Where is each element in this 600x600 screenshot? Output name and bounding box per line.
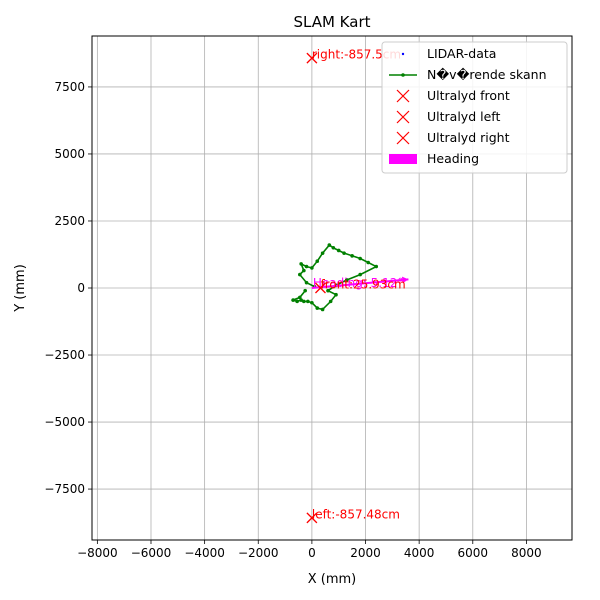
scan-point	[331, 245, 336, 250]
ultrasonic-marker	[306, 52, 318, 64]
scan-point	[320, 251, 325, 255]
heading-arrow	[311, 278, 409, 289]
scan-point	[310, 300, 314, 305]
scan-point	[299, 262, 303, 266]
legend: LIDAR-data N�v�rende skann Ultralyd front U…	[381, 41, 568, 174]
ultrasonic-marker	[306, 512, 318, 524]
x-tick-label: 0	[308, 546, 316, 560]
chart-title: SLAM Kart	[293, 13, 370, 31]
scan-point	[342, 251, 346, 255]
ultrasonic-label: left:-857.48cm	[312, 507, 400, 521]
x-tick-label: −2000	[238, 546, 279, 560]
scan-point	[350, 254, 354, 258]
scan-point	[298, 295, 302, 300]
legend-scan-marker	[401, 73, 405, 77]
legend-x-marker	[396, 110, 410, 124]
plot-area: Heading: 5.12°front:25.93cm left:-857.48c…	[290, 48, 409, 524]
legend-frame	[381, 41, 568, 174]
y-tick-label: −5000	[44, 415, 85, 429]
legend-label: Heading	[427, 151, 479, 166]
y-axis-label: Y (mm)	[13, 264, 28, 313]
scan-point	[304, 280, 309, 285]
ticks: −8000 −6000 −4000 −2000 0 2000 4000 6000 8000 −75…	[44, 80, 541, 560]
legend-label: N�v�rende skann	[427, 67, 547, 82]
x-tick-label: 8000	[511, 546, 542, 560]
scan-point	[302, 268, 306, 273]
scan-point	[298, 272, 302, 277]
legend-label: Ultralyd right	[427, 130, 510, 145]
scan-point	[327, 243, 332, 247]
scan-point	[306, 299, 310, 304]
scan-point	[304, 264, 309, 269]
y-tick-label: 0	[77, 281, 85, 295]
scan-point	[299, 298, 303, 302]
heading-arrowhead	[402, 276, 409, 284]
scan-point	[295, 299, 299, 304]
y-tick-label: 2500	[54, 214, 85, 228]
scan-point	[366, 260, 371, 265]
legend-heading-patch	[389, 154, 417, 164]
scan-point	[315, 259, 320, 263]
scan-point	[358, 256, 362, 261]
x-tick-label: −8000	[77, 546, 118, 560]
y-tick-label: −7500	[44, 482, 85, 496]
scan-point	[315, 306, 320, 310]
ultrasonic-marker	[315, 282, 326, 294]
scan-point	[358, 272, 362, 277]
scan-point	[336, 248, 341, 253]
scan-point	[334, 292, 338, 297]
legend-lidar-marker	[401, 52, 405, 56]
y-tick-label: 7500	[54, 80, 85, 94]
scan-point	[344, 278, 349, 282]
legend-label: Ultralyd front	[427, 88, 510, 103]
ultrasonic-label: front:25.93cm	[320, 278, 405, 292]
scan-point	[326, 288, 330, 293]
scan-point	[303, 288, 307, 293]
x-tick-label: −4000	[184, 546, 225, 560]
x-tick-label: 6000	[458, 546, 489, 560]
y-tick-label: 5000	[54, 147, 85, 161]
y-tick-label: −2500	[44, 348, 85, 362]
legend-x-marker	[396, 131, 410, 145]
ultrasonic-label: right:-857.5cm	[312, 48, 401, 62]
scan-point	[320, 307, 325, 312]
scan-point	[310, 266, 314, 270]
scan-point	[291, 298, 295, 302]
x-tick-label: 4000	[404, 546, 435, 560]
x-axis-label: X (mm)	[308, 572, 357, 587]
legend-label: Ultralyd left	[427, 109, 500, 124]
legend-x-marker	[396, 89, 410, 103]
scan-point	[302, 299, 306, 304]
scan-point	[374, 264, 379, 269]
scan-point	[328, 299, 333, 304]
x-tick-label: 2000	[350, 546, 381, 560]
heading-label: Heading: 5.12°	[313, 276, 404, 290]
legend-label: LIDAR-data	[427, 46, 496, 61]
x-tick-label: −6000	[131, 546, 172, 560]
